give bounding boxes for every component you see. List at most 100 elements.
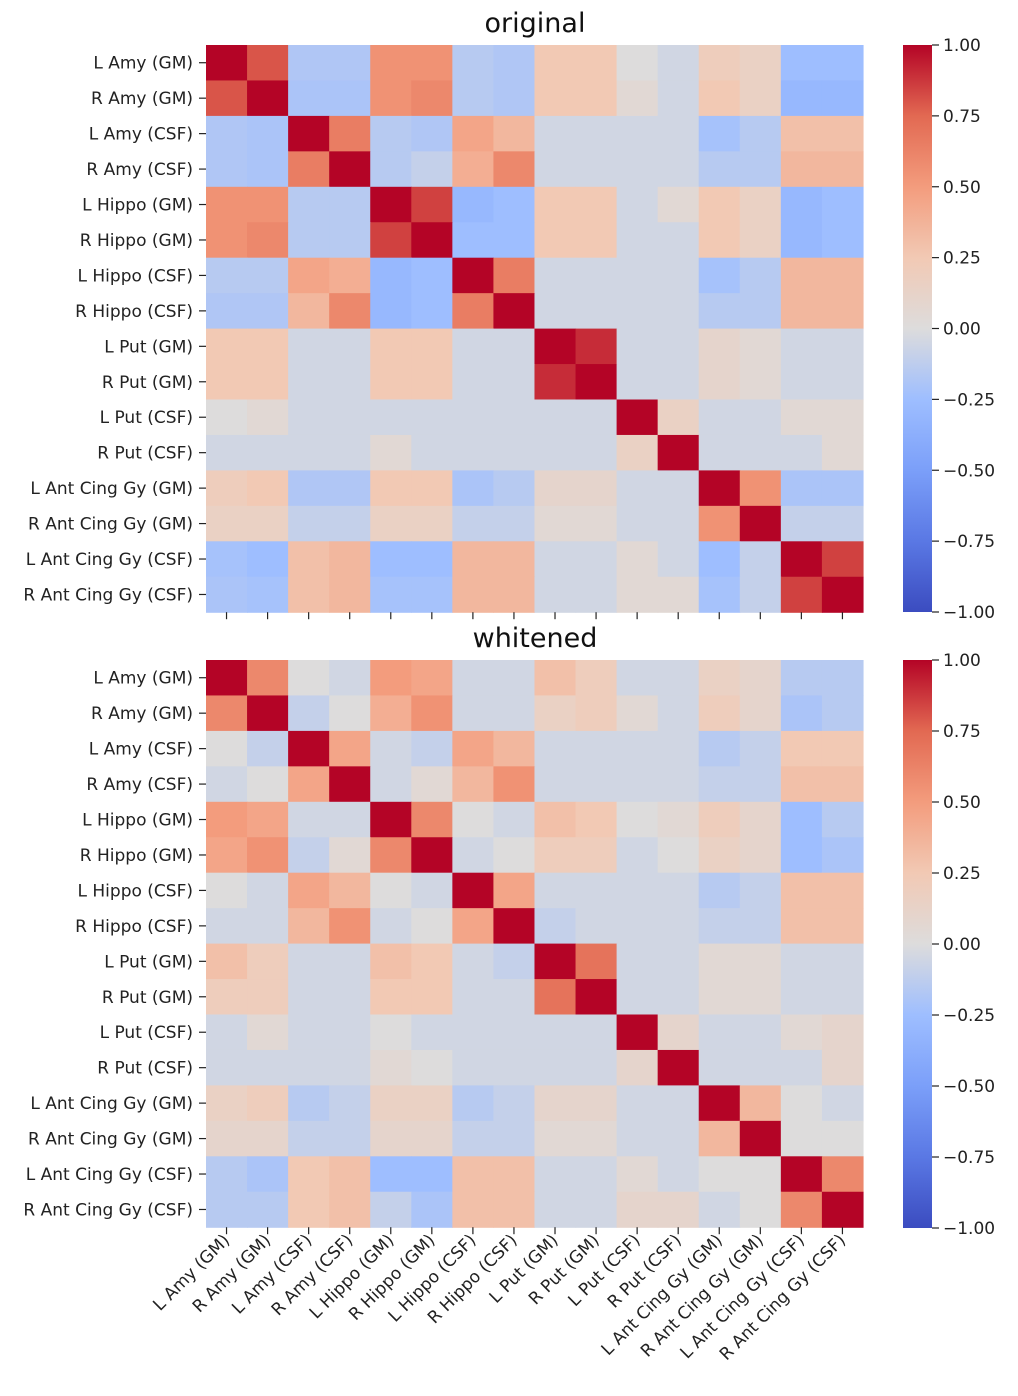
heatmap-cell [452, 186, 495, 223]
heatmap-cell [493, 979, 536, 1016]
heatmap-cell [370, 943, 412, 980]
heatmap-cell [821, 1085, 864, 1122]
heatmap-cell [206, 1156, 248, 1193]
heatmap-cell [780, 505, 823, 542]
heatmap-cell [821, 1014, 864, 1051]
row-label: R Amy (CSF) [86, 160, 193, 180]
heatmap-cell [698, 257, 741, 294]
heatmap-cell [780, 837, 823, 874]
heatmap-cell [329, 908, 371, 945]
heatmap-cell [821, 222, 864, 259]
row-label: R Hippo (CSF) [75, 302, 193, 322]
heatmap-cell [452, 1156, 495, 1193]
heatmap-cell [329, 1049, 371, 1086]
heatmap-cell [821, 660, 864, 697]
row-label: R Hippo (GM) [80, 231, 193, 251]
colorbar-tick-label: 0.50 [943, 178, 981, 198]
heatmap-cell [657, 908, 700, 945]
heatmap-cell [739, 293, 782, 330]
heatmap-cell [616, 1120, 659, 1157]
heatmap-cell [739, 695, 782, 732]
heatmap-cell [739, 80, 782, 117]
heatmap-cell [329, 979, 371, 1016]
heatmap-cell [534, 222, 577, 259]
heatmap-cell [616, 115, 659, 152]
heatmap-cell [206, 801, 248, 838]
heatmap-cell [739, 364, 782, 401]
heatmap-cell [780, 1085, 823, 1122]
heatmap-cell [616, 222, 659, 259]
heatmap-cell [493, 328, 536, 365]
heatmap-cell [288, 801, 330, 838]
heatmap-cell [534, 364, 577, 401]
heatmap-cell [370, 257, 412, 294]
heatmap-cell [780, 328, 823, 365]
heatmap-cell [329, 541, 371, 578]
heatmap-cell [370, 766, 412, 803]
heatmap-cell [329, 364, 371, 401]
heatmap-cell [698, 222, 741, 259]
heatmap-cell [288, 434, 330, 471]
heatmap-cell [534, 1085, 577, 1122]
heatmap-cell [534, 293, 577, 330]
heatmap-cell [288, 541, 330, 578]
heatmap-cell [575, 80, 618, 117]
heatmap-cell [739, 766, 782, 803]
heatmap-cell [780, 801, 823, 838]
heatmap-cell [821, 872, 864, 909]
row-label: L Put (GM) [104, 952, 193, 972]
heatmap-cell [206, 186, 248, 223]
heatmap-cell [739, 1120, 782, 1157]
heatmap-cell [247, 115, 289, 152]
heatmap-cell [575, 399, 618, 436]
heatmap-cell [780, 576, 823, 613]
heatmap-cell [247, 434, 289, 471]
heatmap-cell [452, 872, 495, 909]
heatmap-cell [370, 695, 412, 732]
heatmap-cell [616, 186, 659, 223]
heatmap-cell [452, 45, 495, 82]
heatmap-cell [657, 151, 700, 188]
heatmap-cell [206, 80, 248, 117]
heatmap-cell [657, 979, 700, 1016]
heatmap-cell [206, 1085, 248, 1122]
heatmap-cell [821, 399, 864, 436]
heatmap-cell [657, 1049, 700, 1086]
heatmap-cell [247, 1120, 289, 1157]
heatmap-cell [493, 576, 536, 613]
heatmap-cell [452, 364, 495, 401]
row-label: R Ant Cing Gy (GM) [28, 1130, 193, 1150]
heatmap-cell [698, 801, 741, 838]
heatmap-cell [493, 222, 536, 259]
heatmap-cell [206, 1014, 248, 1051]
heatmap-cell [493, 1049, 536, 1086]
heatmap-cell [329, 730, 371, 767]
heatmap-cell [206, 151, 248, 188]
colorbar-tick-label: −0.75 [943, 532, 995, 552]
heatmap-cell [780, 434, 823, 471]
heatmap-cell [575, 766, 618, 803]
heatmap-cell [739, 1014, 782, 1051]
heatmap-cell [411, 801, 453, 838]
heatmap-cell [780, 660, 823, 697]
row-label: R Hippo (CSF) [75, 917, 193, 937]
heatmap-cell [452, 434, 495, 471]
heatmap-cell [288, 364, 330, 401]
heatmap-cell [575, 434, 618, 471]
heatmap-cell [739, 801, 782, 838]
heatmap-cell [493, 1014, 536, 1051]
heatmap-cell [247, 541, 289, 578]
heatmap-cell [247, 979, 289, 1016]
row-label: R Ant Cing Gy (CSF) [23, 585, 193, 605]
heatmap-cell [452, 979, 495, 1016]
heatmap-cell [493, 399, 536, 436]
heatmap-cell [247, 576, 289, 613]
heatmap-cell [493, 505, 536, 542]
heatmap-cell [411, 328, 453, 365]
heatmap-cell [821, 328, 864, 365]
heatmap-cell [247, 222, 289, 259]
heatmap-cell [534, 186, 577, 223]
heatmap-cell [370, 1191, 412, 1228]
heatmap-cell [411, 399, 453, 436]
